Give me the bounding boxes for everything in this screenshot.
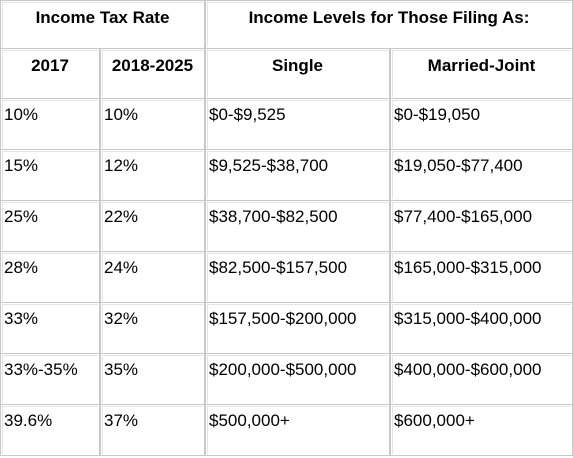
table-cell: 33% xyxy=(0,302,100,354)
table-cell: 28% xyxy=(0,251,100,303)
table-cell: $400,000-$600,000 xyxy=(390,353,573,405)
table-cell: $82,500-$157,500 xyxy=(205,251,390,303)
column-header: 2017 xyxy=(0,48,100,99)
table-cell: $500,000+ xyxy=(205,404,390,456)
table-cell: 22% xyxy=(100,200,205,252)
table-cell: $200,000-$500,000 xyxy=(205,353,390,405)
table-cell: 12% xyxy=(100,149,205,201)
table-cell: $19,050-$77,400 xyxy=(390,149,573,201)
table-cell: 35% xyxy=(100,353,205,405)
table-cell: 10% xyxy=(0,98,100,150)
table-cell: $0-$9,525 xyxy=(205,98,390,150)
table-cell: $157,500-$200,000 xyxy=(205,302,390,354)
column-header: 2018-2025 xyxy=(100,48,205,99)
table-cell: 33%-35% xyxy=(0,353,100,405)
table-cell: $77,400-$165,000 xyxy=(390,200,573,252)
table-cell: $38,700-$82,500 xyxy=(205,200,390,252)
table-cell: $0-$19,050 xyxy=(390,98,573,150)
table-cell: 37% xyxy=(100,404,205,456)
table-cell: 10% xyxy=(100,98,205,150)
table-cell: 32% xyxy=(100,302,205,354)
group-header: Income Levels for Those Filing As: xyxy=(205,0,573,49)
table-cell: 24% xyxy=(100,251,205,303)
column-header: Single xyxy=(205,48,390,99)
table-cell: $9,525-$38,700 xyxy=(205,149,390,201)
group-header: Income Tax Rate xyxy=(0,0,205,49)
table-cell: $165,000-$315,000 xyxy=(390,251,573,303)
table-cell: $600,000+ xyxy=(390,404,573,456)
column-header: Married-Joint xyxy=(390,48,573,99)
table-cell: $315,000-$400,000 xyxy=(390,302,573,354)
table-cell: 25% xyxy=(0,200,100,252)
table-cell: 15% xyxy=(0,149,100,201)
table-cell: 39.6% xyxy=(0,404,100,456)
